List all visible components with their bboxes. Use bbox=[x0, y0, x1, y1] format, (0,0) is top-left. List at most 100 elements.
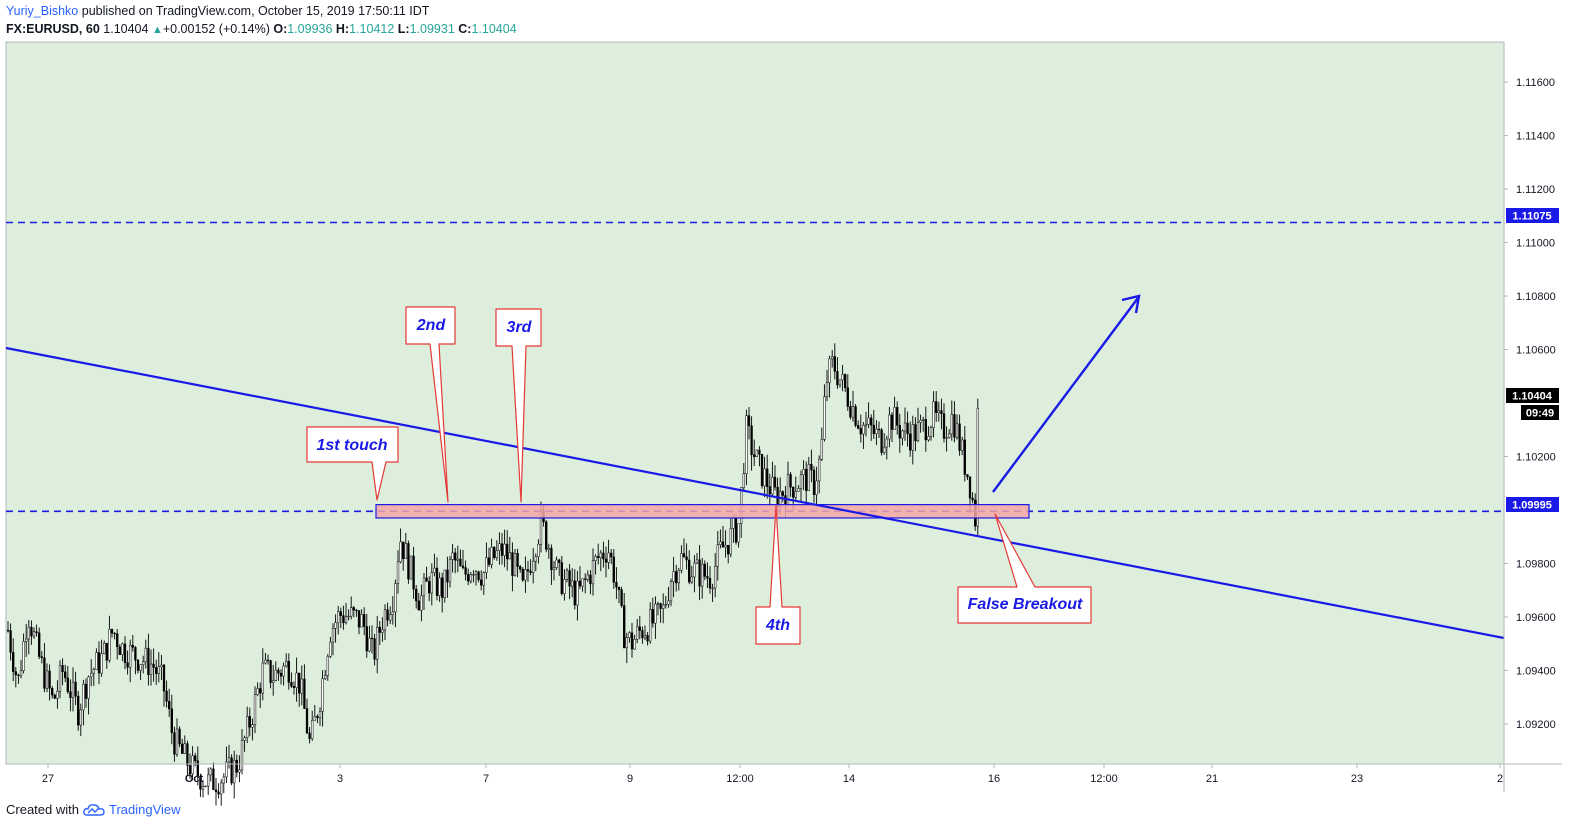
candle-body bbox=[625, 637, 628, 649]
author-link[interactable]: Yuriy_Bishko bbox=[6, 4, 79, 18]
open-label: O: bbox=[273, 22, 288, 36]
candle-body bbox=[256, 688, 259, 695]
candle-body bbox=[831, 356, 834, 360]
candle-body bbox=[571, 580, 574, 587]
candle-body bbox=[519, 566, 522, 570]
x-tick-label: 2 bbox=[1497, 773, 1503, 785]
candle-body bbox=[97, 652, 101, 674]
support-zone-rectangle[interactable] bbox=[375, 504, 1030, 519]
candle-body bbox=[347, 615, 350, 618]
candle-body bbox=[399, 541, 402, 563]
callout-4th[interactable]: 4th bbox=[755, 505, 801, 645]
candle-body bbox=[636, 626, 639, 640]
candle-body bbox=[714, 566, 717, 589]
footer: Created with TradingView bbox=[6, 802, 181, 817]
candle-body bbox=[682, 553, 686, 557]
candle-body bbox=[438, 577, 441, 596]
candle-body bbox=[6, 630, 10, 632]
candle-body bbox=[729, 528, 732, 555]
candle-body bbox=[945, 437, 948, 439]
candle-body bbox=[859, 428, 862, 435]
candle-body bbox=[422, 577, 426, 597]
candle-body bbox=[935, 401, 938, 413]
callout-3rd[interactable]: 3rd bbox=[495, 308, 542, 503]
candle-body bbox=[142, 661, 145, 665]
candle-body bbox=[474, 571, 478, 575]
candle-body bbox=[841, 374, 844, 381]
candle-body bbox=[311, 720, 314, 739]
price-axis[interactable]: 1.11600 1.11400 1.11200 1.11000 1.10800 1.106… bbox=[1504, 77, 1556, 731]
candle-body bbox=[669, 581, 673, 602]
candle-body bbox=[425, 577, 428, 582]
candle-body bbox=[69, 691, 72, 698]
candle-body bbox=[906, 422, 909, 435]
candle-body bbox=[136, 659, 140, 671]
candle-body bbox=[77, 695, 80, 726]
y-tick-label: 1.11000 bbox=[1516, 238, 1555, 250]
candle-body bbox=[760, 453, 764, 487]
candle-body bbox=[506, 543, 509, 560]
close-label: C: bbox=[458, 22, 472, 36]
candle-body bbox=[412, 555, 415, 590]
time-axis[interactable]: 27 Oct 3 7 9 12:00 14 16 12:00 21 23 2 bbox=[42, 764, 1503, 785]
candle-body bbox=[243, 737, 246, 741]
candle-body bbox=[383, 609, 387, 631]
candle-body bbox=[877, 428, 881, 431]
candle-body bbox=[875, 428, 878, 435]
plot-area[interactable] bbox=[5, 41, 1505, 765]
candle-body bbox=[742, 473, 745, 488]
candle-body bbox=[134, 647, 137, 661]
candle-body bbox=[750, 425, 753, 456]
callout-2nd[interactable]: 2nd bbox=[405, 306, 456, 503]
candle-body bbox=[617, 586, 621, 590]
projection-arrow[interactable] bbox=[992, 294, 1141, 493]
candle-body bbox=[922, 419, 925, 421]
candle-body bbox=[857, 425, 860, 429]
candle-body bbox=[43, 657, 46, 689]
candle-body bbox=[758, 449, 761, 455]
candle-body bbox=[662, 604, 665, 609]
candle-body bbox=[326, 656, 329, 676]
callout-false-breakout[interactable]: False Breakout bbox=[957, 513, 1092, 624]
candle-body bbox=[789, 474, 792, 488]
candle-body bbox=[675, 571, 678, 584]
candle-body bbox=[745, 415, 748, 474]
x-tick-label: 7 bbox=[483, 773, 489, 785]
publish-info: Yuriy_Bishko published on TradingView.co… bbox=[6, 4, 429, 18]
candle-body bbox=[560, 562, 563, 594]
candle-body bbox=[149, 663, 153, 676]
candle-body bbox=[615, 582, 618, 588]
candle-body bbox=[524, 569, 527, 581]
candle-body bbox=[469, 574, 472, 582]
callout-1st-touch[interactable]: 1st touch bbox=[306, 426, 399, 501]
candle-body bbox=[867, 417, 870, 425]
candle-body bbox=[389, 614, 392, 621]
candle-body bbox=[290, 682, 293, 687]
candle-body bbox=[799, 474, 803, 489]
support-price-label: 1.09995 bbox=[1506, 497, 1559, 512]
candle-body bbox=[766, 468, 769, 487]
candle-body bbox=[711, 587, 714, 590]
candle-body bbox=[909, 433, 912, 451]
x-tick-label: 23 bbox=[1351, 773, 1363, 785]
candle-body bbox=[17, 674, 20, 677]
candle-body bbox=[79, 709, 82, 726]
candle-body bbox=[235, 759, 238, 773]
tradingview-cloud-icon bbox=[83, 803, 105, 816]
candle-body bbox=[958, 423, 961, 451]
candle-body bbox=[121, 643, 124, 655]
tradingview-brand-link[interactable]: TradingView bbox=[108, 802, 181, 817]
descending-trendline[interactable] bbox=[5, 346, 1505, 640]
candle-body bbox=[342, 615, 345, 624]
open-value: 1.09936 bbox=[287, 22, 333, 36]
candle-body bbox=[724, 544, 727, 548]
candle-body bbox=[279, 672, 283, 677]
candle-body bbox=[157, 666, 160, 675]
candle-body bbox=[966, 474, 969, 478]
low-value: 1.09931 bbox=[409, 22, 455, 36]
candle-body bbox=[417, 600, 420, 611]
candle-body bbox=[818, 458, 821, 482]
candle-body bbox=[480, 579, 483, 586]
candle-body bbox=[207, 774, 210, 787]
